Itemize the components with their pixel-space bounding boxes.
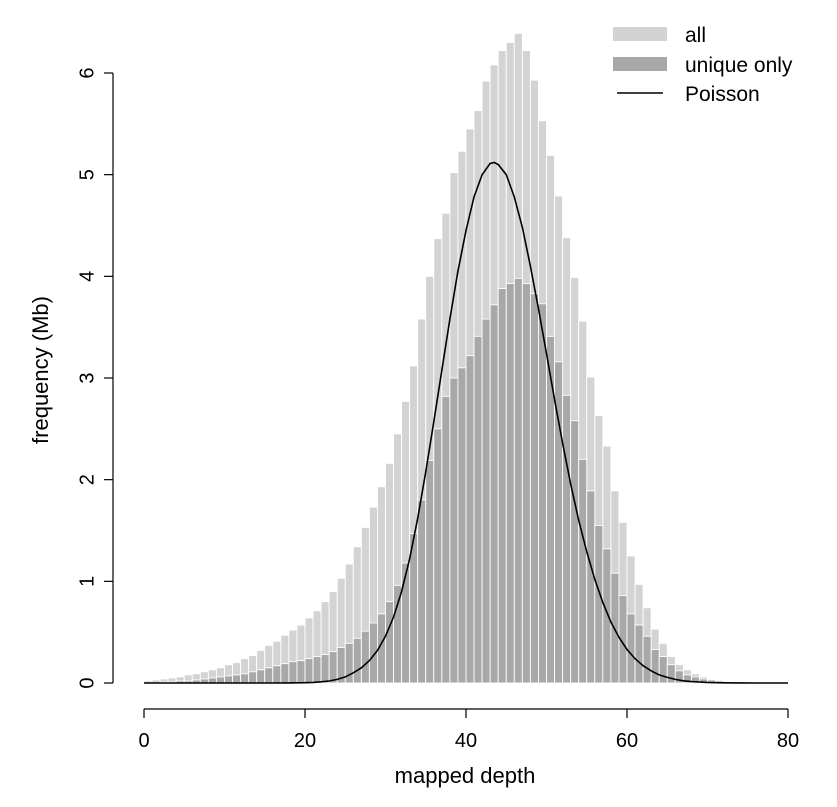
bar-unique-only-57 xyxy=(602,548,612,684)
bar-unique-only-35 xyxy=(425,459,435,684)
bar-unique-only-44 xyxy=(497,288,507,684)
y-tick-label: 1 xyxy=(76,576,98,587)
bar-unique-only-11 xyxy=(232,674,242,684)
bar-unique-only-20 xyxy=(304,658,314,684)
x-tick-label: 80 xyxy=(777,730,799,752)
x-axis: 0 20 40 60 80 xyxy=(138,708,799,752)
legend-label-poisson: Poisson xyxy=(685,83,760,106)
bar-unique-only-13 xyxy=(248,671,258,684)
bar-unique-only-17 xyxy=(280,663,290,684)
legend-swatch-unique-only xyxy=(613,57,667,71)
x-tick-label: 20 xyxy=(294,730,316,752)
x-axis-label: mapped depth xyxy=(395,763,536,788)
x-tick-label: 40 xyxy=(455,730,477,752)
y-tick-label: 6 xyxy=(76,67,98,78)
bar-unique-only-41 xyxy=(473,335,483,684)
bar-unique-only-40 xyxy=(465,355,475,684)
bar-series-unique-only xyxy=(159,277,741,684)
bar-unique-only-54 xyxy=(578,458,588,684)
bar-unique-only-61 xyxy=(634,624,644,684)
bar-unique-only-22 xyxy=(320,654,330,684)
bar-unique-only-34 xyxy=(417,499,427,684)
bar-unique-only-46 xyxy=(513,277,523,684)
bar-unique-only-23 xyxy=(328,651,338,684)
bar-unique-only-48 xyxy=(529,293,539,684)
bar-unique-only-10 xyxy=(224,675,234,684)
bar-unique-only-53 xyxy=(570,420,580,684)
bar-unique-only-52 xyxy=(562,394,572,684)
bar-unique-only-62 xyxy=(642,635,652,684)
bar-unique-only-31 xyxy=(393,584,403,684)
bar-unique-only-16 xyxy=(272,665,282,684)
y-tick-label: 5 xyxy=(76,169,98,180)
bar-unique-only-18 xyxy=(288,661,298,684)
bar-unique-only-21 xyxy=(312,656,322,684)
bar-unique-only-38 xyxy=(449,377,459,684)
legend-label-unique-only: unique only xyxy=(685,54,793,77)
bar-unique-only-45 xyxy=(505,283,515,684)
bar-unique-only-9 xyxy=(215,676,225,684)
y-tick-label: 2 xyxy=(76,474,98,485)
bar-unique-only-39 xyxy=(457,367,467,684)
bar-unique-only-30 xyxy=(385,601,395,684)
bar-unique-only-49 xyxy=(538,303,547,684)
bar-unique-only-65 xyxy=(666,664,676,684)
bar-unique-only-37 xyxy=(441,395,451,684)
bar-unique-only-60 xyxy=(626,613,636,684)
x-tick-label: 0 xyxy=(138,730,149,752)
y-axis: 0 1 2 3 4 5 6 xyxy=(76,67,114,689)
bar-unique-only-12 xyxy=(240,673,250,684)
bar-unique-only-26 xyxy=(352,637,362,684)
bar-unique-only-32 xyxy=(401,562,411,684)
y-tick-label: 4 xyxy=(76,271,98,282)
x-tick-label: 60 xyxy=(616,730,638,752)
bar-unique-only-15 xyxy=(264,667,274,684)
y-tick-label: 0 xyxy=(76,677,98,688)
y-tick-label: 3 xyxy=(76,372,98,383)
poisson-curve xyxy=(144,161,788,684)
bar-unique-only-64 xyxy=(658,656,668,684)
bar-unique-only-42 xyxy=(481,318,491,684)
y-axis-label: frequency (Mb) xyxy=(28,296,53,444)
bar-unique-only-36 xyxy=(433,428,443,684)
bar-unique-only-63 xyxy=(650,649,660,684)
bar-unique-only-19 xyxy=(296,660,306,684)
bar-unique-only-27 xyxy=(360,630,370,684)
bar-unique-only-55 xyxy=(586,490,596,684)
legend-swatch-all xyxy=(613,27,667,41)
bar-unique-only-56 xyxy=(594,524,604,684)
bar-unique-only-47 xyxy=(521,283,531,684)
legend: all unique only Poisson xyxy=(613,24,793,106)
legend-label-all: all xyxy=(685,24,706,47)
bar-unique-only-14 xyxy=(256,669,266,684)
bar-unique-only-43 xyxy=(489,304,499,684)
